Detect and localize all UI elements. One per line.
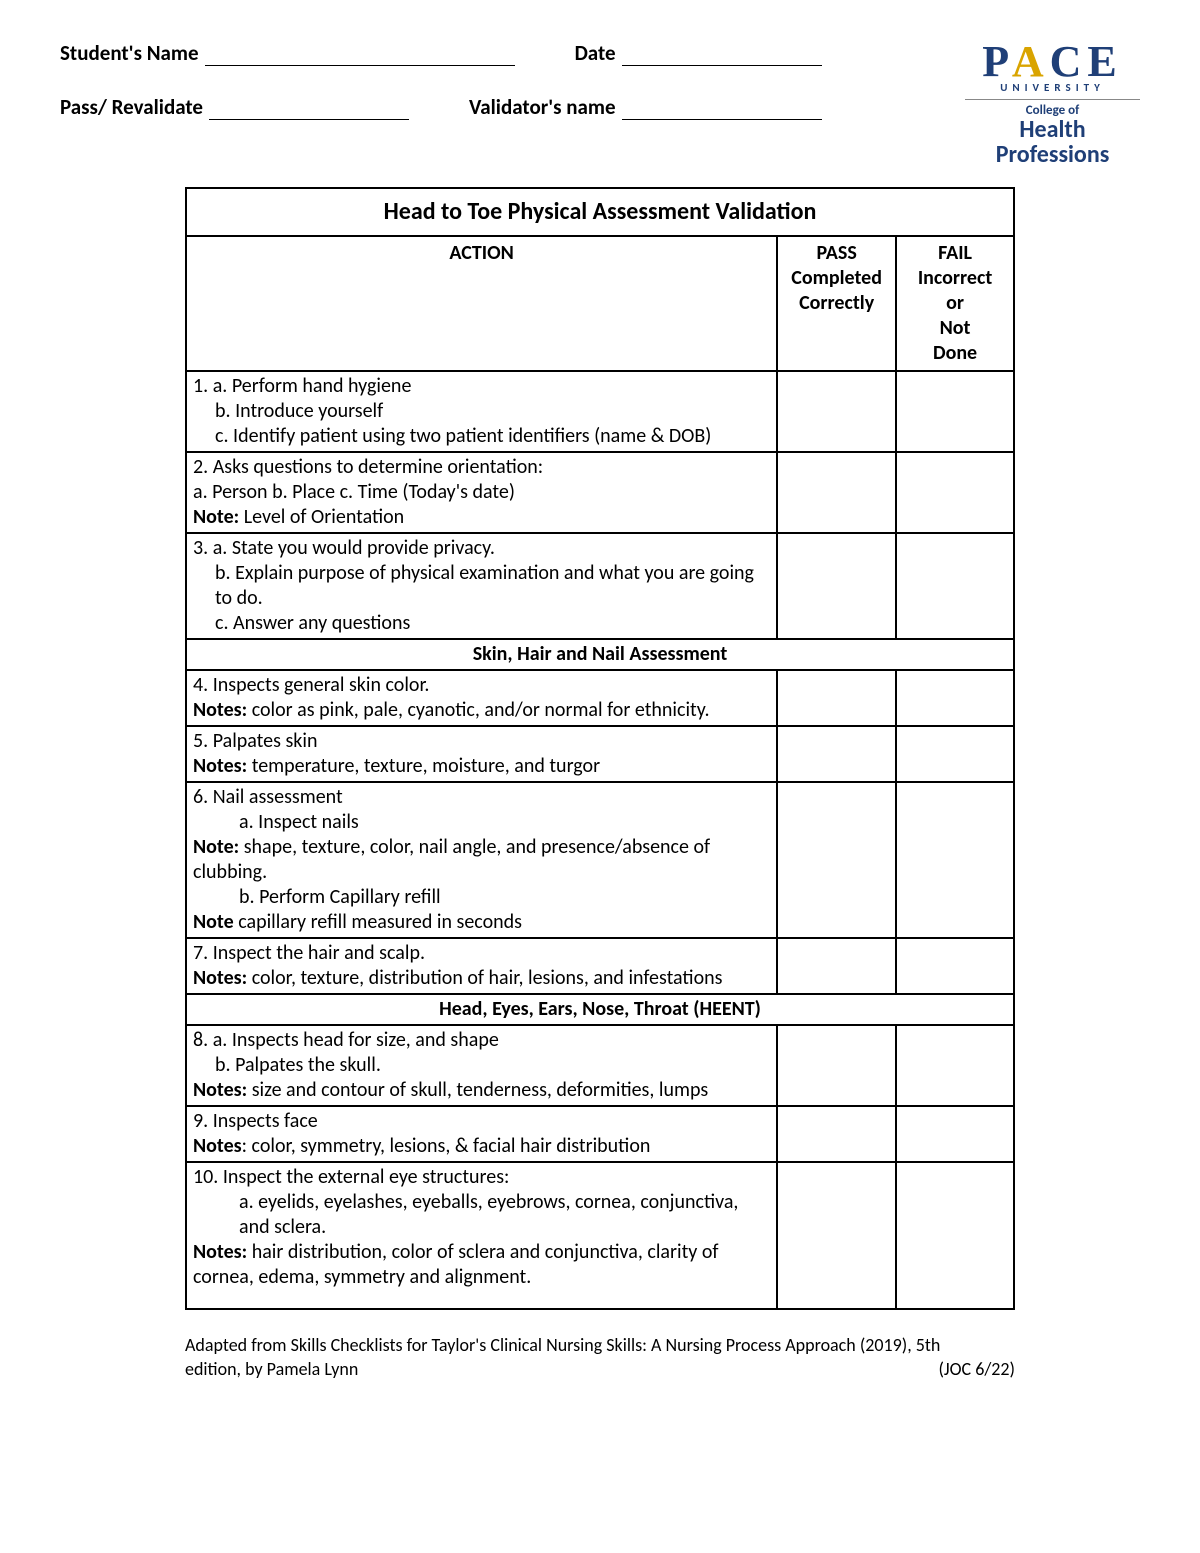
logo-health: Health	[965, 117, 1140, 142]
student-name-label: Student's Name	[60, 40, 199, 66]
table-row: 3. a. State you would provide privacy. b…	[186, 533, 1014, 639]
pass-cell[interactable]	[777, 533, 896, 639]
footer-line2: edition, by Pamela Lynn	[185, 1358, 358, 1380]
pass-cell[interactable]	[777, 452, 896, 533]
table-row: 7. Inspect the hair and scalp. Notes: co…	[186, 938, 1014, 994]
action-cell: 6. Nail assessment a. Inspect nails Note…	[186, 782, 777, 938]
table-row: 5. Palpates skin Notes: temperature, tex…	[186, 726, 1014, 782]
pass-cell[interactable]	[777, 782, 896, 938]
header-fields: Student's Name Date Pass/ Revalidate Val…	[60, 40, 965, 148]
pass-cell[interactable]	[777, 726, 896, 782]
pass-cell[interactable]	[777, 371, 896, 452]
pass-cell[interactable]	[777, 1106, 896, 1162]
pace-logo: PACE UNIVERSITY College of Health Profes…	[965, 40, 1140, 167]
footer-ref: (JOC 6/22)	[938, 1358, 1015, 1381]
fail-cell[interactable]	[896, 1025, 1014, 1106]
date-input[interactable]	[622, 47, 822, 66]
pass-revalidate-input[interactable]	[209, 101, 409, 120]
table-row: 4. Inspects general skin color. Notes: c…	[186, 670, 1014, 726]
action-cell: 3. a. State you would provide privacy. b…	[186, 533, 777, 639]
table-title: Head to Toe Physical Assessment Validati…	[186, 188, 1014, 236]
pass-header: PASS Completed Correctly	[777, 236, 896, 371]
action-cell: 7. Inspect the hair and scalp. Notes: co…	[186, 938, 777, 994]
fail-cell[interactable]	[896, 533, 1014, 639]
fail-cell[interactable]	[896, 726, 1014, 782]
date-label: Date	[575, 40, 616, 66]
pass-cell[interactable]	[777, 938, 896, 994]
action-header: ACTION	[186, 236, 777, 371]
pass-revalidate-label: Pass/ Revalidate	[60, 94, 203, 120]
logo-divider	[965, 99, 1140, 100]
section-header: Skin, Hair and Nail Assessment	[186, 639, 1014, 670]
table-row: 6. Nail assessment a. Inspect nails Note…	[186, 782, 1014, 938]
footer-line1: Adapted from Skills Checklists for Taylo…	[185, 1334, 940, 1356]
action-cell: 2. Asks questions to determine orientati…	[186, 452, 777, 533]
validator-name-label: Validator's name	[469, 94, 616, 120]
action-cell: 9. Inspects face Notes: color, symmetry,…	[186, 1106, 777, 1162]
student-name-input[interactable]	[205, 47, 515, 66]
fail-cell[interactable]	[896, 1162, 1014, 1309]
fail-cell[interactable]	[896, 452, 1014, 533]
assessment-table: Head to Toe Physical Assessment Validati…	[185, 187, 1015, 1310]
table-header-row: ACTION PASS Completed Correctly FAIL Inc…	[186, 236, 1014, 371]
pass-cell[interactable]	[777, 1162, 896, 1309]
logo-pace: PACE	[965, 40, 1140, 84]
student-date-line: Student's Name Date	[60, 40, 965, 66]
fail-cell[interactable]	[896, 371, 1014, 452]
validator-name-input[interactable]	[622, 101, 822, 120]
pass-cell[interactable]	[777, 1025, 896, 1106]
table-row: 9. Inspects face Notes: color, symmetry,…	[186, 1106, 1014, 1162]
fail-cell[interactable]	[896, 670, 1014, 726]
pass-cell[interactable]	[777, 670, 896, 726]
fail-cell[interactable]	[896, 938, 1014, 994]
table-row: 10. Inspect the external eye structures:…	[186, 1162, 1014, 1309]
footer: Adapted from Skills Checklists for Taylo…	[185, 1334, 1015, 1381]
section-row-heent: Head, Eyes, Ears, Nose, Throat (HEENT)	[186, 994, 1014, 1025]
table-row: 2. Asks questions to determine orientati…	[186, 452, 1014, 533]
action-cell: 8. a. Inspects head for size, and shape …	[186, 1025, 777, 1106]
action-cell: 4. Inspects general skin color. Notes: c…	[186, 670, 777, 726]
fail-header: FAIL Incorrect or Not Done	[896, 236, 1014, 371]
logo-professions: Professions	[965, 142, 1140, 167]
action-cell: 5. Palpates skin Notes: temperature, tex…	[186, 726, 777, 782]
table-row: 1. a. Perform hand hygiene b. Introduce …	[186, 371, 1014, 452]
section-row-skin: Skin, Hair and Nail Assessment	[186, 639, 1014, 670]
section-header: Head, Eyes, Ears, Nose, Throat (HEENT)	[186, 994, 1014, 1025]
pass-validator-line: Pass/ Revalidate Validator's name	[60, 94, 965, 120]
fail-cell[interactable]	[896, 1106, 1014, 1162]
table-title-row: Head to Toe Physical Assessment Validati…	[186, 188, 1014, 236]
action-cell: 1. a. Perform hand hygiene b. Introduce …	[186, 371, 777, 452]
header: Student's Name Date Pass/ Revalidate Val…	[60, 40, 1140, 167]
fail-cell[interactable]	[896, 782, 1014, 938]
page: Student's Name Date Pass/ Revalidate Val…	[0, 0, 1200, 1553]
table-row: 8. a. Inspects head for size, and shape …	[186, 1025, 1014, 1106]
action-cell: 10. Inspect the external eye structures:…	[186, 1162, 777, 1309]
